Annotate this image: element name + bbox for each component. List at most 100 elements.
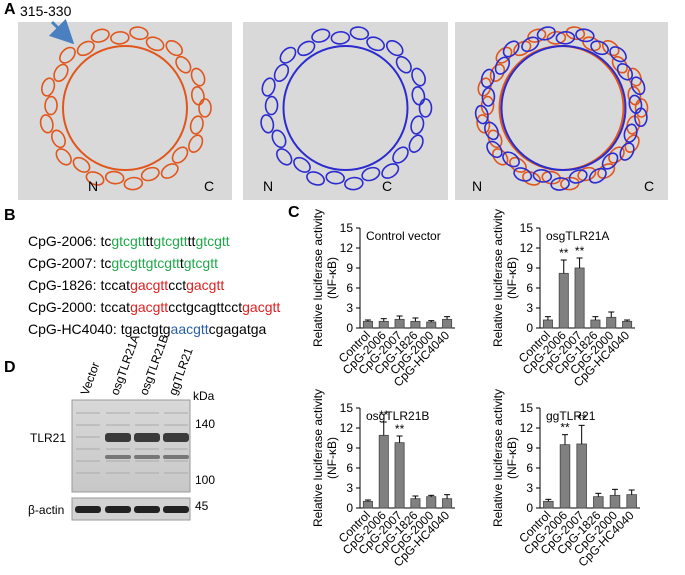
actin-band xyxy=(75,506,101,513)
y-axis-label: Relative luciferase activity xyxy=(491,389,505,527)
loop xyxy=(568,169,588,184)
faint-band xyxy=(76,436,100,438)
sequence-segment: cgagatga xyxy=(209,321,267,337)
loop xyxy=(271,129,287,149)
bar xyxy=(543,500,554,509)
bar xyxy=(593,496,604,509)
band xyxy=(163,455,189,459)
bar xyxy=(378,320,389,329)
loop xyxy=(44,95,58,116)
faint-band xyxy=(164,460,188,462)
loop xyxy=(188,134,204,153)
loop xyxy=(90,28,110,43)
y-tick-label: 3 xyxy=(346,301,353,315)
loop xyxy=(145,36,165,52)
loop xyxy=(85,171,105,186)
loop xyxy=(129,26,149,41)
loop xyxy=(609,46,627,63)
loop xyxy=(171,146,189,164)
lane-label: osgTLR21A xyxy=(108,333,143,397)
bar xyxy=(442,318,453,329)
sequence-segment: gacgtt xyxy=(242,299,280,315)
faint-band xyxy=(164,448,188,450)
loop xyxy=(330,31,351,45)
faint-band xyxy=(135,460,159,462)
loop xyxy=(623,123,638,143)
y-tick-label: 3 xyxy=(526,301,533,315)
y-axis-label: (NF-κB) xyxy=(325,257,339,299)
faint-band xyxy=(135,424,159,426)
y-axis-label: (NF-κB) xyxy=(505,257,519,299)
bar xyxy=(606,316,617,329)
marker-label: 140 xyxy=(195,417,215,431)
loop xyxy=(53,63,69,83)
loop xyxy=(72,156,91,173)
y-tick-label: 0 xyxy=(526,321,533,335)
y-tick-label: 0 xyxy=(526,501,533,515)
faint-band xyxy=(135,448,159,450)
loop xyxy=(261,77,276,97)
faint-band xyxy=(106,448,130,450)
chart-title: osgTLR21A xyxy=(546,229,609,243)
loop xyxy=(41,77,56,97)
sequence-segment: gacgtt xyxy=(186,277,224,293)
sequence-line: CpG-2000: tccatgacgttcctgcagttcctgacgtt xyxy=(28,299,280,315)
loop xyxy=(361,166,381,182)
loop xyxy=(293,156,311,173)
loop xyxy=(630,76,646,96)
loop xyxy=(502,40,520,58)
bar xyxy=(426,321,437,329)
loop xyxy=(297,40,316,57)
sequence-name: CpG-2007: xyxy=(28,255,96,271)
loop xyxy=(104,170,125,185)
loop xyxy=(411,86,426,106)
chart-title: osgTLR21B xyxy=(366,409,429,423)
significance: ** xyxy=(559,246,569,260)
loop xyxy=(481,87,496,107)
loop xyxy=(411,67,426,87)
loop xyxy=(190,86,205,106)
c-terminus: C xyxy=(382,178,392,194)
y-tick-label: 12 xyxy=(520,241,534,255)
actin-band xyxy=(163,506,189,513)
actin-band xyxy=(105,506,131,513)
sequence-line: CpG-1826: tccatgacgttcctgacgtt xyxy=(28,277,224,293)
faint-band xyxy=(164,472,188,474)
band xyxy=(105,433,131,442)
sequence-segment: gtcgtt xyxy=(184,255,218,271)
sequence-segment: tccat xyxy=(100,277,130,293)
y-tick-label: 9 xyxy=(526,441,533,455)
loop xyxy=(418,98,433,118)
loop xyxy=(344,176,364,191)
sequence-segment: gtcgtt xyxy=(195,233,229,249)
y-tick-label: 15 xyxy=(520,221,534,235)
band xyxy=(134,433,160,442)
y-tick-label: 9 xyxy=(346,441,353,455)
faint-band xyxy=(106,460,130,462)
loop xyxy=(381,163,400,179)
loop xyxy=(165,40,184,57)
y-tick-label: 12 xyxy=(340,241,354,255)
bar xyxy=(394,442,405,509)
actin-band xyxy=(134,506,160,513)
y-tick-label: 9 xyxy=(526,261,533,275)
significance: ** xyxy=(379,408,389,422)
loop xyxy=(55,148,72,166)
loop xyxy=(140,166,160,182)
sequence-segment: gtcgtt xyxy=(153,233,187,249)
y-tick-label: 9 xyxy=(346,261,353,275)
significance: ** xyxy=(577,411,587,425)
loop xyxy=(110,31,130,45)
loop xyxy=(306,171,325,186)
bar xyxy=(410,320,421,329)
sequence-segment: aacgtt xyxy=(171,321,209,337)
panel-letter: C xyxy=(288,204,300,221)
loop xyxy=(39,114,54,134)
faint-band xyxy=(164,424,188,426)
loop xyxy=(550,177,570,191)
sequence-line: CpG-HC4040: tgactgtgaacgttcgagatga xyxy=(28,321,266,337)
loop xyxy=(279,46,297,64)
sequence-segment: tc xyxy=(100,233,111,249)
panel-letter: D xyxy=(4,359,16,376)
